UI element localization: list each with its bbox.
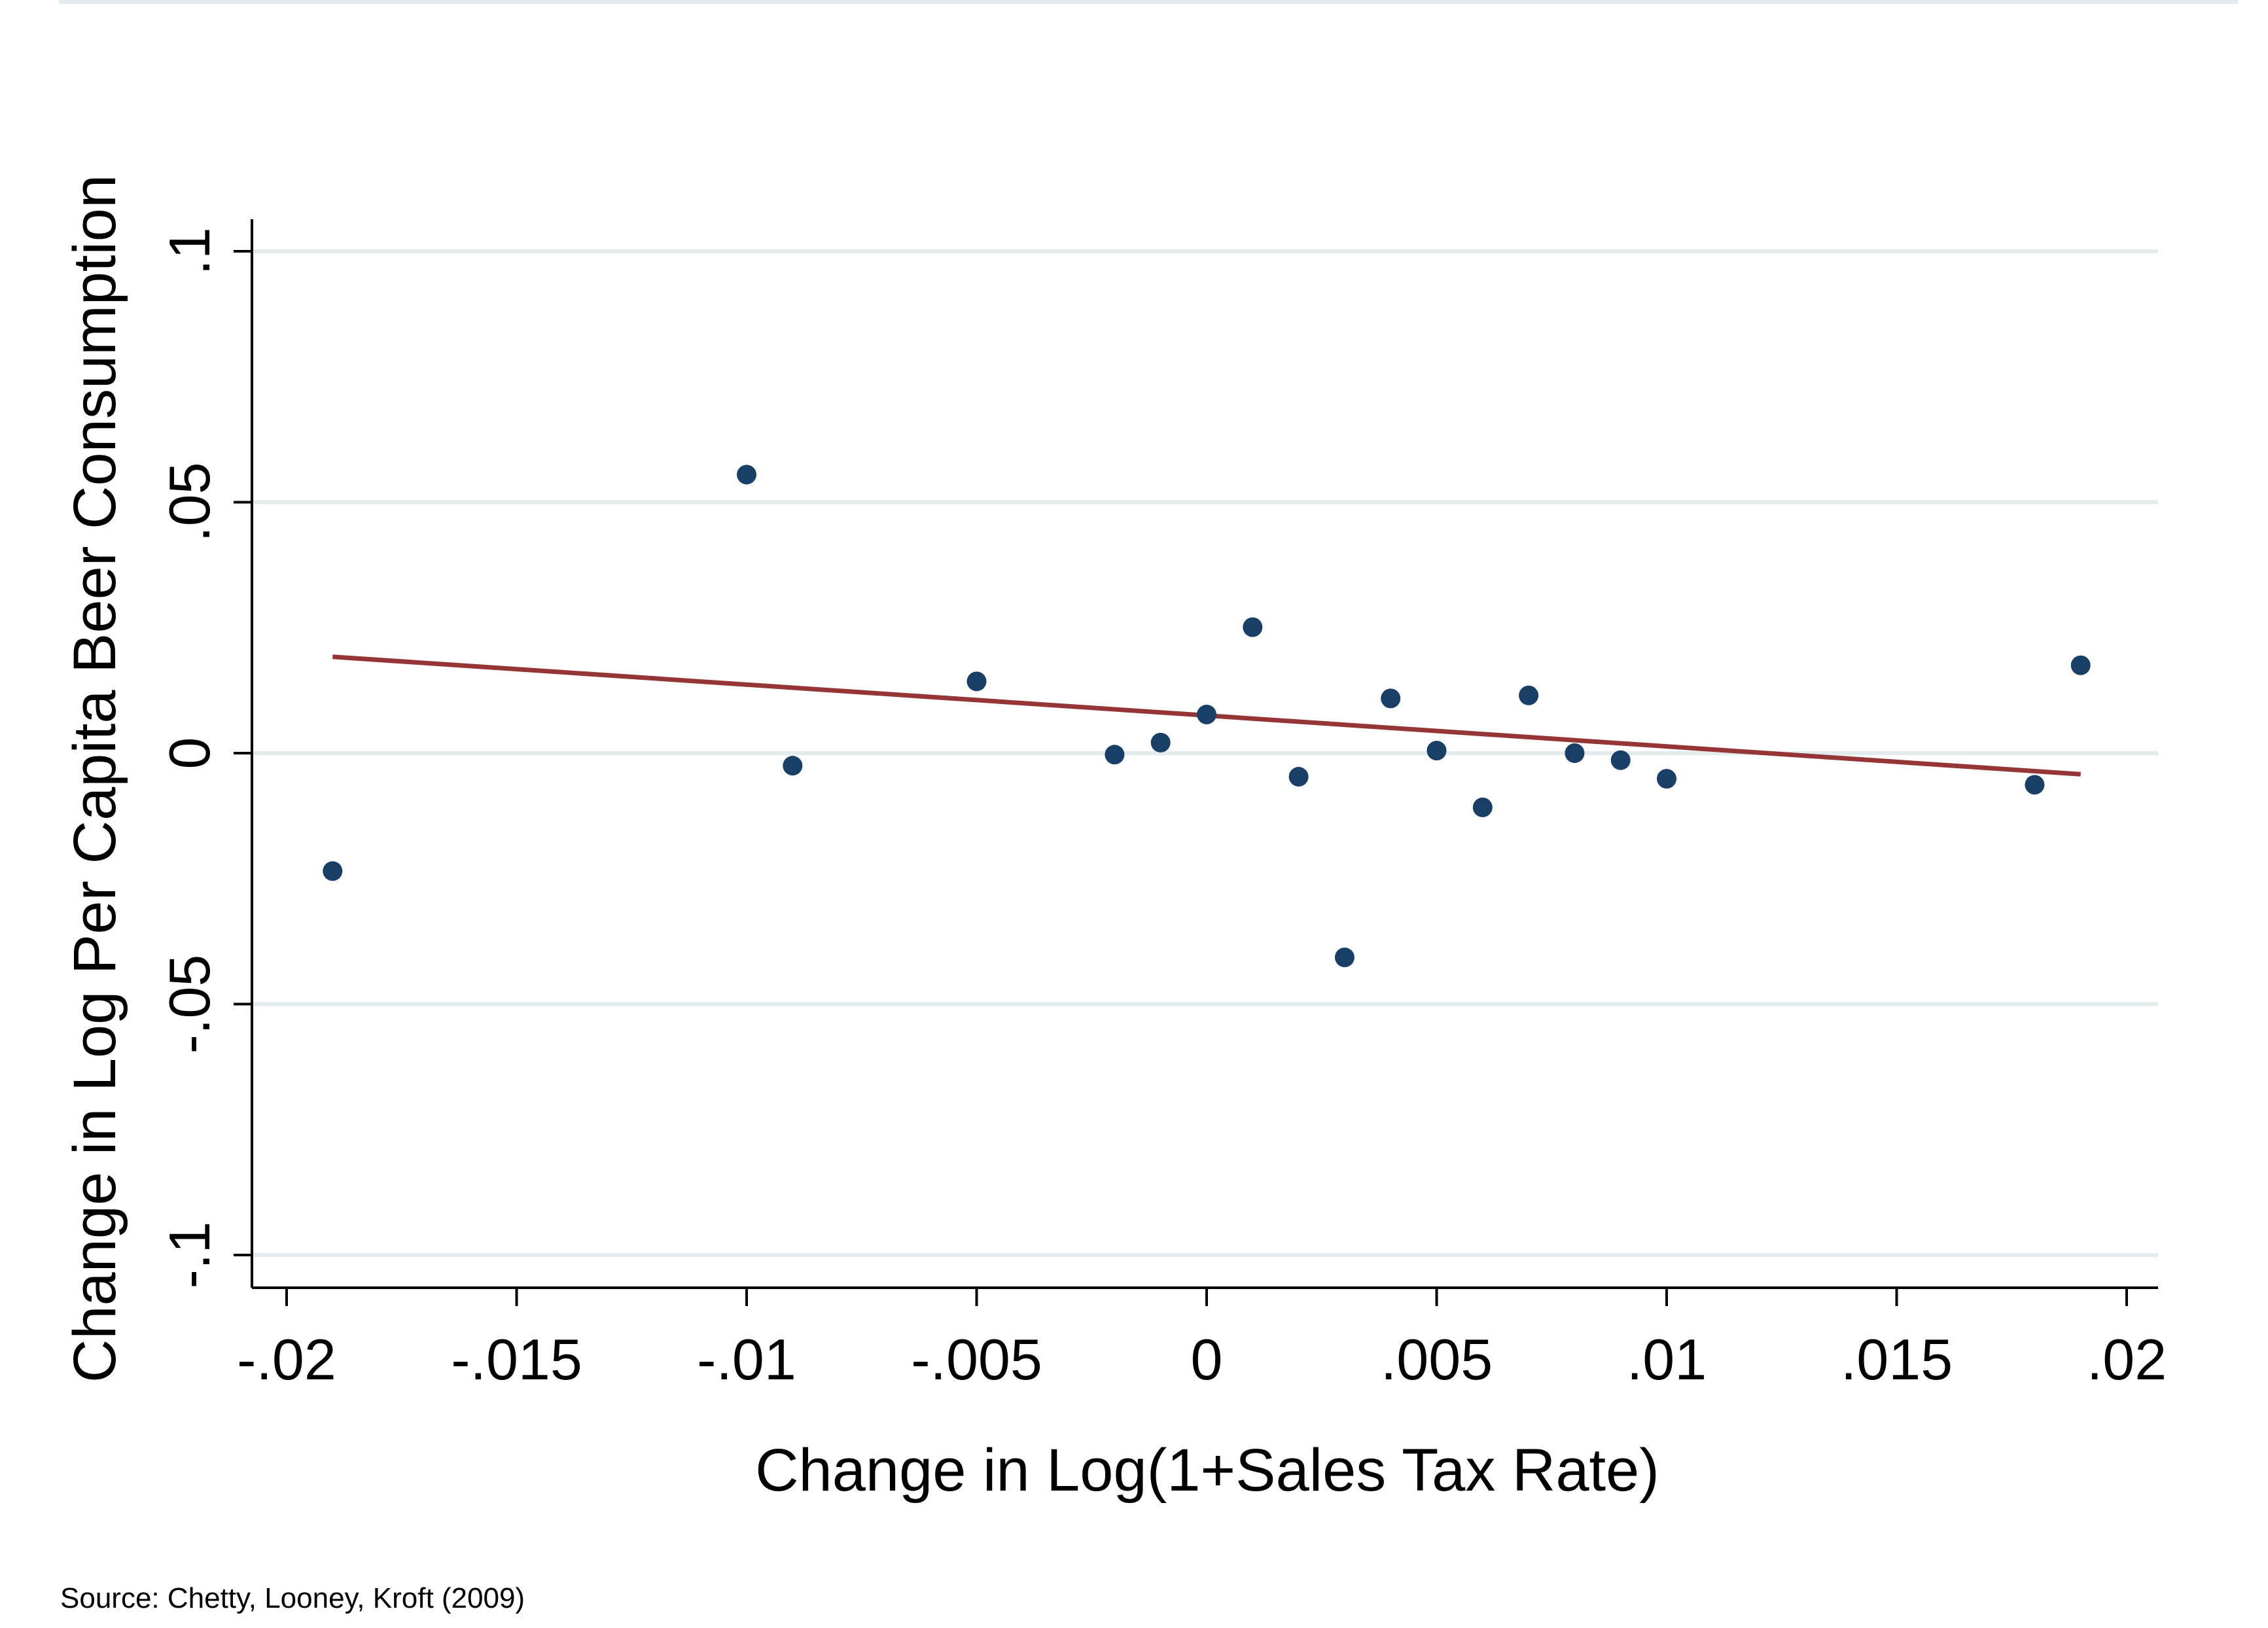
- axes: [234, 219, 2158, 1306]
- data-point: [737, 465, 756, 485]
- x-tick-label: 0: [1191, 1327, 1223, 1392]
- y-axis-title: Change in Log Per Capita Beer Consumptio…: [62, 175, 128, 1383]
- data-point: [1472, 797, 1493, 817]
- data-point: [1197, 704, 1216, 724]
- data-point: [966, 671, 987, 692]
- x-tick-label: -.01: [697, 1327, 796, 1392]
- source-note: Source: Chetty, Looney, Kroft (2009): [60, 1582, 525, 1614]
- data-point: [2070, 655, 2091, 675]
- x-tick-label: .02: [2087, 1327, 2167, 1392]
- data-point: [1565, 743, 1585, 763]
- tick-labels: -.1 -.05 0 .05 .1 -.02 -.015 -.01 -.005 0 .005 .01.…: [157, 227, 2167, 1392]
- x-axis-title: Change in Log(1+Sales Tax Rate): [755, 1437, 1659, 1504]
- data-point: [783, 756, 803, 776]
- x-tick-label: -.02: [237, 1327, 336, 1392]
- y-tick-label: -.1: [157, 1222, 222, 1289]
- data-point: [1657, 769, 1676, 789]
- data-points: [323, 465, 2091, 968]
- grid-lines: [59, 0, 2238, 1257]
- data-point: [1243, 617, 1263, 637]
- data-point: [1381, 688, 1401, 709]
- data-point: [1150, 732, 1171, 752]
- x-tick-label: .015: [1841, 1327, 1953, 1392]
- y-tick-label: .05: [157, 462, 222, 542]
- y-tick-label: .1: [157, 227, 222, 275]
- x-tick-label: -.015: [451, 1327, 582, 1392]
- data-point: [1610, 750, 1631, 770]
- x-tick-label: .01: [1627, 1327, 1707, 1392]
- y-tick-label: -.05: [157, 955, 222, 1054]
- data-point: [1426, 741, 1447, 761]
- y-tick-label: 0: [157, 737, 222, 770]
- data-point: [1334, 947, 1355, 968]
- data-point: [323, 861, 343, 881]
- data-point: [1519, 685, 1539, 705]
- data-point: [1105, 745, 1125, 765]
- x-tick-label: .005: [1381, 1327, 1493, 1392]
- data-point: [2025, 775, 2045, 795]
- data-point: [1288, 767, 1309, 787]
- x-tick-label: -.005: [911, 1327, 1042, 1392]
